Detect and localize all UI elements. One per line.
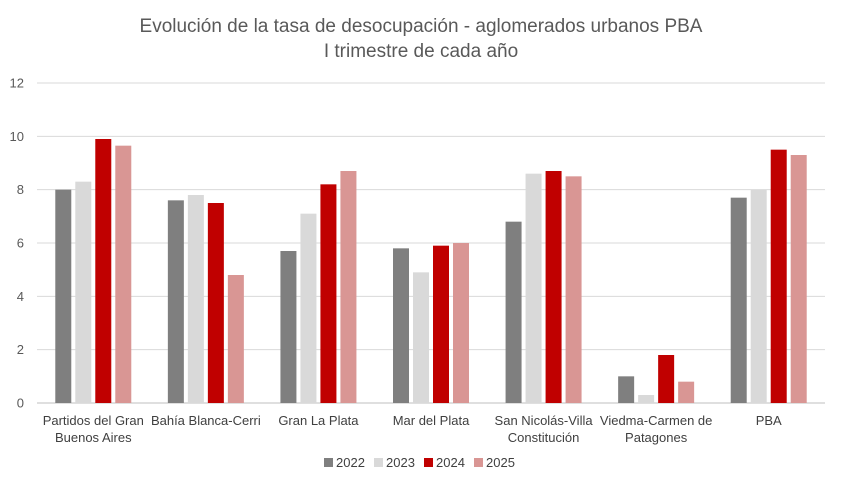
category-label: Partidos del Gran Buenos Aires xyxy=(43,413,144,445)
y-axis-ticks: 0 2 4 6 8 10 12 xyxy=(10,76,24,411)
category-label: Bahía Blanca-Cerri xyxy=(151,413,261,428)
bar-2024 xyxy=(95,139,112,403)
bar-2022 xyxy=(280,251,297,403)
legend-label: 2025 xyxy=(486,455,515,470)
y-tick-label: 2 xyxy=(17,342,24,357)
bar-2024 xyxy=(658,355,675,403)
y-tick-label: 8 xyxy=(17,182,24,197)
bar-2022 xyxy=(167,200,184,403)
legend-swatch xyxy=(424,458,433,467)
bar-2024 xyxy=(770,149,787,403)
legend: 2022 2023 2024 2025 xyxy=(324,455,515,470)
bar-2025 xyxy=(453,243,469,403)
category-label: Mar del Plata xyxy=(393,413,470,428)
gridlines xyxy=(37,82,825,404)
bar-2023 xyxy=(300,213,317,403)
category-label: Viedma-Carmen de Patagones xyxy=(600,413,712,445)
legend-label: 2022 xyxy=(336,455,365,470)
bar-2024 xyxy=(320,184,337,403)
bar-2024 xyxy=(545,171,562,403)
bar-2023 xyxy=(525,173,542,403)
bar-2022 xyxy=(393,248,409,403)
bar-2023 xyxy=(75,181,92,403)
bar-2025 xyxy=(115,145,132,403)
legend-swatch xyxy=(474,458,483,467)
chart-title: Evolución de la tasa de desocupación - a… xyxy=(140,16,703,37)
category-label: Gran La Plata xyxy=(278,413,359,428)
bar-2025 xyxy=(678,381,695,403)
legend-swatch xyxy=(324,458,333,467)
y-tick-label: 12 xyxy=(10,76,24,91)
bar-2023 xyxy=(750,189,767,403)
x-axis-labels: Partidos del Gran Buenos Aires Bahía Blanc… xyxy=(43,413,782,445)
bar-2025 xyxy=(340,171,357,403)
bar-2023 xyxy=(638,395,655,403)
bar-2025 xyxy=(565,176,582,403)
y-tick-label: 10 xyxy=(10,129,24,144)
bar-2022 xyxy=(730,197,747,403)
y-tick-label: 6 xyxy=(17,236,24,251)
legend-swatch xyxy=(374,458,383,467)
bar-2023 xyxy=(187,195,204,403)
bar-2025 xyxy=(227,275,244,403)
category-label: PBA xyxy=(756,413,782,428)
bar-2022 xyxy=(505,221,522,403)
chart-subtitle: I trimestre de cada año xyxy=(324,41,518,62)
bars xyxy=(55,139,807,403)
category-label: San Nicolás-Villa Constitución xyxy=(495,413,594,445)
legend-label: 2023 xyxy=(386,455,415,470)
y-tick-label: 0 xyxy=(17,396,24,411)
bar-2024 xyxy=(433,245,449,403)
y-tick-label: 4 xyxy=(17,289,24,304)
bar-2024 xyxy=(207,203,224,403)
bar-2025 xyxy=(790,155,807,403)
legend-label: 2024 xyxy=(436,455,465,470)
bar-2022 xyxy=(618,376,635,403)
bar-2023 xyxy=(413,272,429,403)
bar-2022 xyxy=(55,189,72,403)
